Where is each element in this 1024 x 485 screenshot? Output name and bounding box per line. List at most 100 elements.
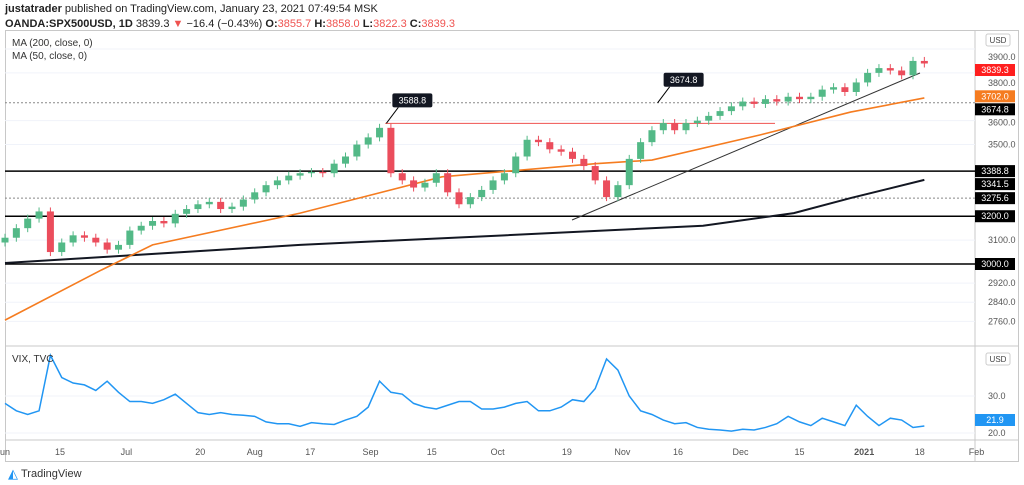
price-tick-label: 3900.0 bbox=[988, 52, 1016, 62]
candle bbox=[103, 242, 111, 250]
price-label-badge bbox=[975, 64, 1015, 76]
candle bbox=[92, 237, 100, 243]
candle bbox=[330, 163, 338, 174]
candle bbox=[761, 99, 769, 104]
candle bbox=[500, 173, 508, 181]
time-tick-label: 16 bbox=[673, 447, 683, 457]
candle bbox=[534, 139, 542, 143]
price-tick-label: 2920.0 bbox=[988, 278, 1016, 288]
candle bbox=[273, 180, 281, 186]
price-label-badge-text: 3200.0 bbox=[981, 211, 1009, 221]
legend-vix[interactable]: VIX, TVC bbox=[12, 354, 54, 365]
high-label: H: bbox=[314, 18, 326, 30]
candle bbox=[24, 218, 32, 229]
time-tick-label: Nov bbox=[614, 447, 631, 457]
price-label-badge-text: 3000.0 bbox=[981, 259, 1009, 269]
candle bbox=[580, 158, 588, 167]
price-label-badge bbox=[975, 165, 1015, 178]
candle bbox=[625, 158, 633, 186]
candle bbox=[750, 101, 758, 104]
candle bbox=[80, 235, 88, 238]
vix-currency-badge-text: USD bbox=[990, 355, 1007, 364]
down-arrow-icon: ▼ bbox=[172, 18, 184, 30]
vix-line bbox=[4, 353, 925, 432]
time-tick-label: 19 bbox=[562, 447, 572, 457]
price-label-badge bbox=[975, 178, 1015, 191]
candle bbox=[183, 209, 191, 214]
price-label-badge bbox=[975, 90, 1015, 103]
legend-ma200[interactable]: MA (200, close, 0) bbox=[12, 38, 93, 49]
candle bbox=[376, 127, 384, 138]
candle bbox=[115, 244, 122, 250]
candle bbox=[307, 172, 315, 174]
author[interactable]: justatrader bbox=[5, 3, 62, 15]
symbol-info: OANDA:SPX500USD, 1D 3839.3 ▼ −16.4 (−0.4… bbox=[5, 18, 455, 30]
price-tick-label: 3600.0 bbox=[988, 117, 1016, 127]
candle bbox=[569, 151, 576, 159]
candle bbox=[682, 123, 690, 131]
time-tick-label: Dec bbox=[732, 447, 749, 457]
candle bbox=[137, 225, 145, 231]
time-tick-label: Jul bbox=[121, 447, 133, 457]
candle bbox=[716, 111, 724, 116]
close-label: C: bbox=[409, 18, 422, 30]
price-currency-badge-text: USD bbox=[990, 36, 1007, 45]
price-label-badge-text: 3275.6 bbox=[981, 193, 1009, 203]
time-tick-label: 15 bbox=[55, 447, 65, 457]
candle bbox=[796, 96, 803, 100]
candle bbox=[807, 96, 815, 100]
candle bbox=[217, 201, 225, 210]
candle bbox=[478, 189, 486, 198]
publish-info: justatrader published on TradingView.com… bbox=[5, 3, 378, 15]
vix-last-badge bbox=[975, 414, 1015, 426]
candle bbox=[818, 89, 826, 97]
candle bbox=[841, 87, 849, 92]
candle bbox=[171, 213, 179, 224]
footer-brand[interactable]: ◭ TradingView bbox=[8, 466, 82, 482]
candle bbox=[705, 115, 713, 121]
high-value: 3858.0 bbox=[325, 18, 360, 30]
candle bbox=[126, 230, 134, 245]
candle bbox=[262, 185, 270, 193]
tradingview-logo-icon: ◭ bbox=[8, 466, 18, 481]
time-tick-label: Sep bbox=[362, 447, 378, 457]
time-tick-label: Jun bbox=[0, 447, 10, 457]
candle bbox=[205, 201, 213, 205]
price-label-badge bbox=[975, 258, 1015, 270]
candle bbox=[603, 180, 611, 198]
candle bbox=[342, 156, 349, 164]
annotation-pointer bbox=[657, 86, 671, 104]
time-tick-label: 20 bbox=[195, 447, 205, 457]
candle bbox=[875, 68, 883, 73]
ma50-line bbox=[4, 97, 925, 321]
candle bbox=[898, 70, 906, 76]
candle bbox=[523, 139, 531, 157]
candle bbox=[387, 127, 395, 174]
candle bbox=[637, 142, 645, 159]
price-currency-badge bbox=[985, 33, 1011, 47]
low-value: 3822.3 bbox=[373, 18, 407, 30]
candle bbox=[194, 204, 202, 210]
candle bbox=[69, 235, 77, 243]
trend-line bbox=[571, 72, 921, 221]
candle bbox=[160, 220, 168, 224]
candle bbox=[546, 142, 554, 150]
price-tick-label: 3800.0 bbox=[988, 78, 1016, 88]
publish-text: published on TradingView.com, January 23… bbox=[64, 3, 378, 15]
time-tick-label: 15 bbox=[794, 447, 804, 457]
candle bbox=[149, 220, 157, 226]
candle bbox=[432, 173, 440, 183]
candle bbox=[909, 60, 917, 76]
legend-ma50[interactable]: MA (50, close, 0) bbox=[12, 51, 88, 62]
candle bbox=[410, 180, 418, 188]
candle bbox=[659, 123, 667, 131]
candle bbox=[920, 60, 928, 64]
close-value: 3839.3 bbox=[421, 18, 456, 30]
candle bbox=[591, 166, 599, 181]
low-label: L: bbox=[362, 18, 374, 30]
price-label-badge-text: 3388.8 bbox=[981, 166, 1009, 176]
price-label-badge bbox=[975, 192, 1015, 205]
candle bbox=[557, 149, 565, 152]
annotation-pointer bbox=[385, 107, 399, 124]
